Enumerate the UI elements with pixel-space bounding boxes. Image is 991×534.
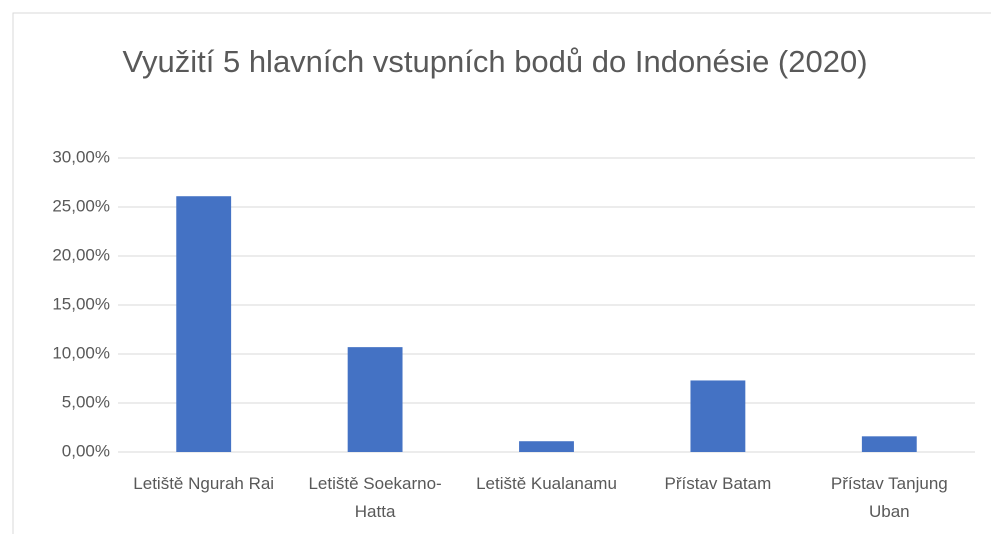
x-tick-label: Letiště Ngurah Rai [133,474,275,493]
y-tick-label: 5,00% [62,392,110,411]
bar [347,347,403,452]
x-tick-label: Přístav Batam [664,474,772,493]
y-tick-label: 0,00% [62,441,110,460]
bar [519,441,574,452]
y-tick-label: 25,00% [52,196,110,215]
y-tick-label: 15,00% [52,294,110,313]
y-tick-label: 20,00% [52,245,110,264]
bar [861,436,917,452]
x-tick-label: Letiště Soekarno-Hatta [308,474,442,521]
x-tick-label: Letiště Kualanamu [476,474,617,493]
y-tick-label: 10,00% [52,343,110,362]
bar [690,380,746,452]
y-tick-label: 30,00% [52,147,110,166]
bar [176,196,232,452]
chart-border [12,12,991,534]
x-tick-label: Přístav Tanjung Uban [830,474,948,521]
chart-title: Využití 5 hlavních vstupních bodů do Ind… [122,44,868,79]
